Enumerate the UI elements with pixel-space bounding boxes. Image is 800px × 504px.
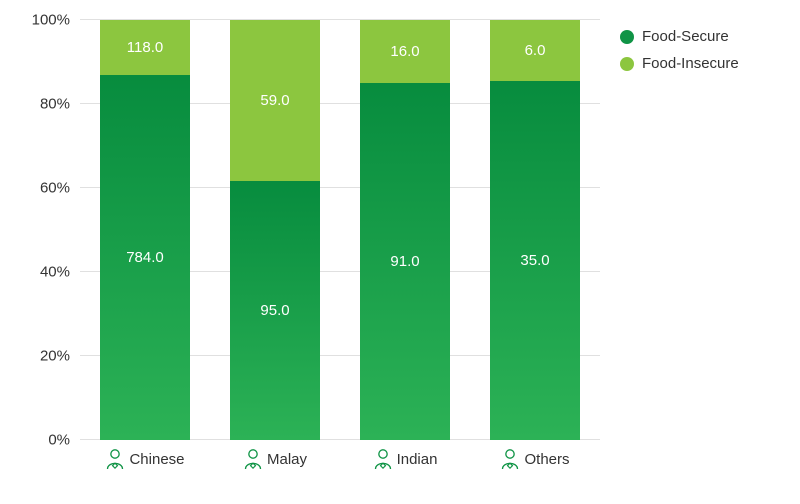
bar-segment-insecure: 6.0: [490, 20, 580, 81]
bar-chinese: 118.0 784.0: [100, 20, 190, 440]
legend-swatch-insecure: [620, 57, 634, 71]
bar-value-label: 6.0: [525, 42, 546, 59]
x-category-label: Malay: [267, 451, 307, 468]
bar-segment-insecure: 59.0: [230, 20, 320, 181]
bars-container: 118.0 784.0 59.0 95.0 16.0 91.0 6.0 35.0: [80, 20, 600, 440]
bar-segment-insecure: 16.0: [360, 20, 450, 83]
bar-value-label: 95.0: [260, 302, 289, 319]
bar-segment-secure: 784.0: [100, 75, 190, 440]
legend-item: Food-Insecure: [620, 55, 739, 72]
bar-value-label: 118.0: [127, 39, 163, 56]
x-category-label: Others: [524, 451, 569, 468]
legend: Food-Secure Food-Insecure: [620, 28, 739, 82]
y-tick-label: 40%: [40, 264, 80, 281]
bar-segment-secure: 95.0: [230, 181, 320, 440]
x-category-label: Indian: [397, 451, 438, 468]
x-category: Indian: [360, 442, 450, 470]
x-category: Malay: [230, 442, 320, 470]
y-tick-label: 20%: [40, 348, 80, 365]
y-tick-label: 100%: [32, 12, 80, 29]
legend-swatch-secure: [620, 30, 634, 44]
y-tick-label: 0%: [48, 432, 80, 449]
x-category: Chinese: [100, 442, 190, 470]
x-axis: Chinese Malay Indian Others: [80, 442, 600, 470]
person-icon: [373, 448, 393, 470]
bar-malay: 59.0 95.0: [230, 20, 320, 440]
x-category: Others: [490, 442, 580, 470]
x-category-label: Chinese: [129, 451, 184, 468]
bar-segment-secure: 91.0: [360, 83, 450, 440]
bar-others: 6.0 35.0: [490, 20, 580, 440]
person-icon: [105, 448, 125, 470]
bar-value-label: 35.0: [520, 252, 549, 269]
bar-indian: 16.0 91.0: [360, 20, 450, 440]
legend-item: Food-Secure: [620, 28, 739, 45]
bar-value-label: 784.0: [126, 249, 164, 266]
y-tick-label: 60%: [40, 180, 80, 197]
bar-value-label: 16.0: [390, 43, 419, 60]
person-icon: [500, 448, 520, 470]
bar-segment-secure: 35.0: [490, 81, 580, 440]
person-icon: [243, 448, 263, 470]
y-tick-label: 80%: [40, 96, 80, 113]
bar-value-label: 91.0: [390, 253, 419, 270]
legend-label: Food-Secure: [642, 28, 729, 45]
plot-area: 0% 20% 40% 60% 80% 100% 118.0 784.0 59.0…: [80, 20, 600, 440]
legend-label: Food-Insecure: [642, 55, 739, 72]
bar-segment-insecure: 118.0: [100, 20, 190, 75]
bar-value-label: 59.0: [260, 92, 289, 109]
